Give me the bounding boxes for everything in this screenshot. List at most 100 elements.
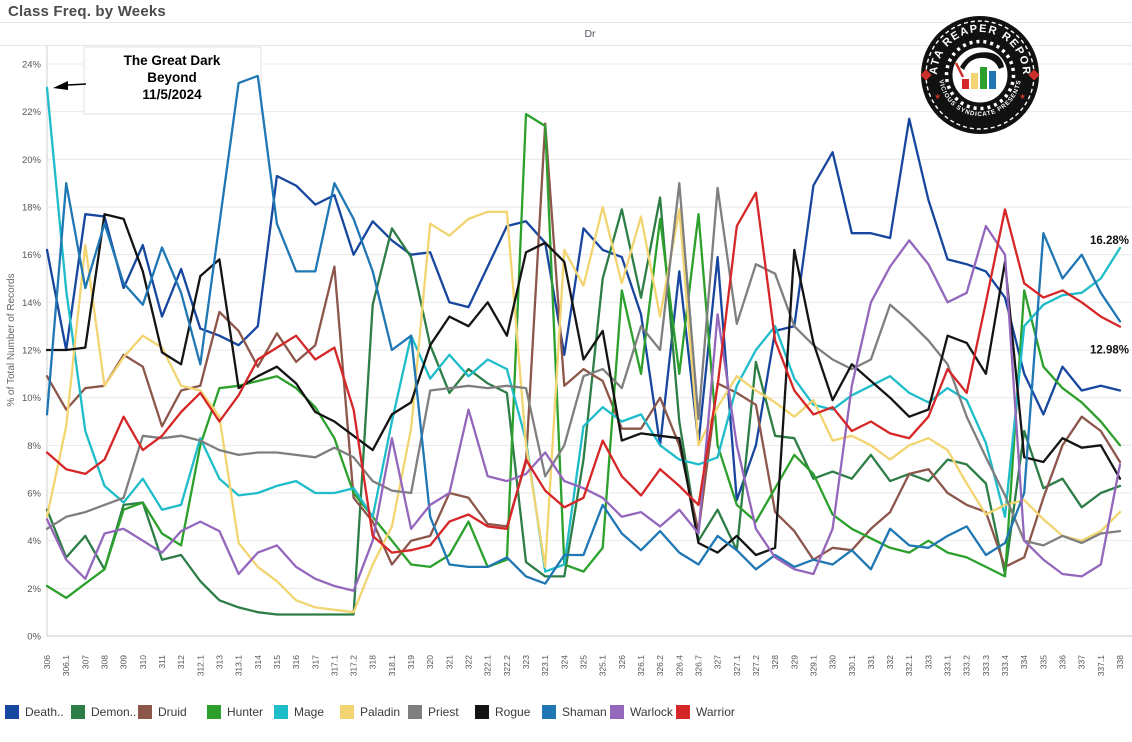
logo-bar-3 (989, 71, 996, 89)
legend-item-druid[interactable]: Druid (138, 705, 187, 719)
legend-item-rogue[interactable]: Rogue (475, 705, 530, 719)
annotation-line-2: Beyond (147, 70, 197, 85)
x-tick-label: 325 (579, 655, 589, 669)
x-tick-label: 331 (866, 655, 876, 669)
y-tick-label: 4% (27, 536, 41, 547)
legend-label: Paladin (360, 705, 401, 719)
legend-label: Warrior (696, 705, 735, 719)
x-tick-label: 332 (885, 655, 895, 669)
series-line-rogue[interactable] (45, 213, 1122, 557)
x-tick-label: 325.1 (598, 655, 608, 677)
x-tick-label: 318.1 (387, 655, 397, 677)
legend-item-paladin[interactable]: Paladin (340, 705, 400, 719)
x-tick-label: 317.1 (329, 655, 339, 677)
page-title: Class Freq. by Weeks (8, 3, 166, 20)
x-tick-label: 326 (617, 655, 627, 669)
x-tick-label: 322.2 (502, 655, 512, 677)
series-line-warlock[interactable] (45, 224, 1122, 592)
x-tick-label: 326.1 (636, 655, 646, 677)
series-line-paladin[interactable] (45, 205, 1122, 614)
legend-item-death-knight[interactable]: Death.. (5, 705, 64, 719)
legend-item-shaman[interactable]: Shaman (542, 705, 607, 719)
x-tick-label: 316 (291, 655, 301, 669)
legend-swatch-icon (610, 705, 624, 719)
x-tick-label: 318 (368, 655, 378, 669)
x-tick-label: 333.4 (1000, 655, 1010, 677)
series-line-shaman[interactable] (45, 74, 1122, 585)
logo-right-star-icon: ★ (1019, 92, 1026, 101)
x-tick-label: 329 (789, 655, 799, 669)
series-line-druid[interactable] (45, 122, 1122, 569)
legend-swatch-icon (408, 705, 422, 719)
legend-item-hunter[interactable]: Hunter (207, 705, 263, 719)
series-line-warrior[interactable] (45, 191, 1122, 554)
legend-item-warrior[interactable]: Warrior (676, 705, 735, 719)
end-label-warrior: 12.98% (1090, 345, 1129, 357)
x-tick-label: 312.1 (195, 655, 205, 677)
y-tick-label: 10% (22, 393, 42, 404)
y-tick-label: 2% (27, 584, 41, 595)
x-tick-label: 313.1 (234, 655, 244, 677)
y-tick-label: 0% (27, 632, 41, 643)
logo-right-diamond-icon (1028, 69, 1040, 81)
x-tick-label: 329.1 (808, 655, 818, 677)
data-reaper-report-logo: DATA REAPER REPORT VICIOUS SYNDICATE PRE… (918, 13, 1040, 134)
x-tick-label: 333.3 (981, 655, 991, 677)
x-tick-label: 332.1 (904, 655, 914, 677)
legend-item-warlock[interactable]: Warlock (610, 705, 673, 719)
y-tick-label: 24% (22, 60, 42, 71)
annotation-box (83, 46, 262, 115)
x-tick-label: 337.1 (1096, 655, 1106, 677)
legend-label: Druid (158, 705, 187, 719)
y-tick-label: 20% (22, 155, 42, 166)
logo-reaper-scythe-icon (960, 52, 1004, 70)
x-tick-label: 314 (253, 655, 263, 669)
legend-item-demon-hunter[interactable]: Demon.. (71, 705, 136, 719)
end-label-mage: 16.28% (1090, 235, 1129, 247)
logo-bar-0 (962, 79, 969, 89)
x-tick-label: 317 (310, 655, 320, 669)
legend-label: Mage (294, 705, 325, 719)
annotation-line-3: 11/5/2024 (142, 87, 202, 102)
y-tick-label: 18% (22, 203, 42, 214)
annotation-line-1: The Great Dark (124, 53, 221, 68)
series-line-hunter[interactable] (45, 112, 1122, 600)
legend-swatch-icon (274, 705, 288, 719)
x-tick-label: 311 (157, 655, 167, 669)
top-axis-band: Dr (0, 23, 1132, 46)
legend-swatch-icon (207, 705, 221, 719)
x-tick-label: 333.2 (962, 655, 972, 677)
x-tick-label: 322 (464, 655, 474, 669)
x-tick-label: 319 (406, 655, 416, 669)
grid-layer: 0% 2% 4% 6% 8% 10% 12% 14% 16% 18% 20% 22% 24% 306 306… (0, 45, 1132, 676)
series-line-death-knight[interactable] (45, 117, 1122, 502)
logo-left-star-icon: ★ (934, 92, 941, 101)
x-tick-label: 309 (119, 655, 129, 669)
legend-swatch-icon (71, 705, 85, 719)
x-tick-label: 323.1 (540, 655, 550, 677)
x-tick-label: 326.7 (693, 655, 703, 677)
x-tick-label: 336 (1058, 655, 1068, 669)
y-tick-label: 12% (22, 346, 42, 357)
logo-bar-1 (971, 73, 978, 89)
legend-label: Shaman (562, 705, 607, 719)
x-tick-label: 327 (713, 655, 723, 669)
x-tick-label: 334 (1019, 655, 1029, 669)
legend-item-priest[interactable]: Priest (408, 705, 459, 719)
legend-item-mage[interactable]: Mage (274, 705, 324, 719)
x-tick-label: 333 (923, 655, 933, 669)
series-line-priest[interactable] (45, 182, 1122, 547)
x-tick-label: 321 (444, 655, 454, 669)
series-line-demon-hunter[interactable] (45, 196, 1122, 616)
series-line-mage[interactable] (45, 86, 1122, 573)
x-tick-label: 317.2 (349, 655, 359, 677)
y-tick-label: 14% (22, 298, 42, 309)
x-tick-label: 315 (272, 655, 282, 669)
legend-swatch-icon (5, 705, 19, 719)
x-tick-label: 306 (42, 655, 52, 669)
x-tick-label: 328 (770, 655, 780, 669)
x-tick-label: 320 (425, 655, 435, 669)
x-tick-label: 337 (1077, 655, 1087, 669)
legend-swatch-icon (542, 705, 556, 719)
